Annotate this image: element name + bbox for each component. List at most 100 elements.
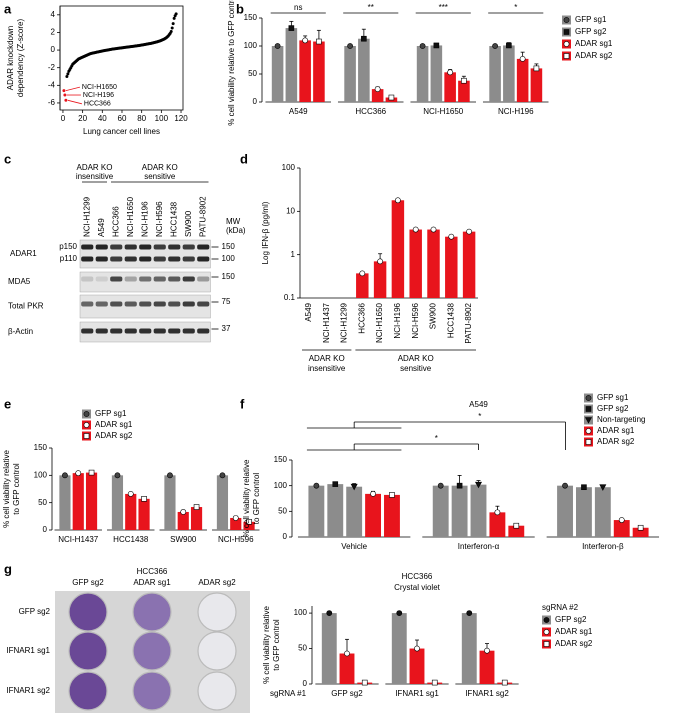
well <box>132 592 172 632</box>
x-tick-label: 80 <box>137 114 146 123</box>
marker <box>114 472 121 479</box>
bar <box>138 498 150 530</box>
annotation: NCI-H1650 <box>82 84 117 91</box>
bar <box>489 46 501 102</box>
marker <box>584 417 593 424</box>
marker <box>543 641 550 647</box>
bar <box>445 236 458 298</box>
marker <box>618 517 625 523</box>
bar <box>530 68 543 102</box>
marker <box>563 53 570 59</box>
annotation: HCC366 <box>84 101 111 108</box>
marker <box>396 610 403 616</box>
well <box>197 592 237 632</box>
mw-title: (kDa) <box>226 226 246 235</box>
well <box>68 592 108 632</box>
band <box>197 276 210 282</box>
marker <box>474 481 483 489</box>
band <box>182 301 195 307</box>
bar <box>451 485 468 537</box>
x-tick-label: HCC366 <box>355 107 386 116</box>
y-tick-label: 2 <box>51 28 56 37</box>
panel-label: g <box>4 561 12 576</box>
mw-label: 100 <box>222 254 236 263</box>
marker <box>581 484 587 491</box>
marker <box>506 42 512 49</box>
row-label: MDA5 <box>8 277 31 286</box>
marker <box>412 226 419 233</box>
lane-label: NCI-H596 <box>155 201 164 237</box>
x-axis-label: sgRNA #1 <box>270 689 307 698</box>
y-tick-label: -4 <box>48 80 56 89</box>
band <box>139 328 152 334</box>
y-axis-label: to GFP control <box>252 473 261 525</box>
marker <box>419 43 426 49</box>
marker <box>332 481 339 487</box>
band <box>95 244 108 250</box>
bar <box>632 527 649 537</box>
significance-label: ns <box>294 3 302 12</box>
bar <box>470 484 487 537</box>
y-tick-label: 0 <box>43 525 48 534</box>
marker <box>219 472 226 479</box>
band <box>139 276 152 282</box>
mw-label: 75 <box>222 297 231 306</box>
band <box>197 301 210 307</box>
y-tick-label: 10 <box>286 206 295 215</box>
bar <box>190 507 203 530</box>
x-tick-label: NCI-H1650 <box>423 107 464 116</box>
marker <box>75 470 82 477</box>
bar <box>321 613 337 684</box>
bar <box>59 475 71 530</box>
marker <box>62 472 68 479</box>
legend-label: GFP sg1 <box>95 409 127 418</box>
legend-label: ADAR sg2 <box>597 437 635 446</box>
x-tick-label: PATU-8902 <box>464 302 473 343</box>
band <box>197 328 210 334</box>
marker <box>562 482 568 489</box>
marker <box>127 491 134 497</box>
lane-label: HCC1438 <box>169 201 178 237</box>
band <box>124 301 137 307</box>
marker <box>433 42 440 49</box>
x-tick-label: NCI-H1299 <box>340 302 349 343</box>
band <box>182 244 195 250</box>
column-label: GFP sg2 <box>72 578 104 587</box>
y-axis-label: % cell viability relative <box>2 450 11 528</box>
marker <box>430 226 437 233</box>
mw-label: 37 <box>222 324 231 333</box>
band <box>110 244 123 250</box>
band <box>81 276 94 282</box>
bar <box>557 485 573 537</box>
bar <box>479 650 495 684</box>
x-tick-label: NCI-H1437 <box>58 535 99 544</box>
marker <box>585 395 592 401</box>
marker <box>288 25 295 31</box>
bar <box>177 511 189 530</box>
marker <box>88 469 95 476</box>
legend-label: ADAR sg1 <box>575 39 613 48</box>
plate-header: HCC366 <box>137 567 168 576</box>
marker <box>347 43 353 49</box>
band <box>182 256 195 262</box>
band <box>153 328 166 334</box>
marker <box>519 55 526 62</box>
marker <box>361 35 367 42</box>
marker <box>193 504 200 510</box>
lane-label: HCC366 <box>111 206 120 237</box>
marker <box>437 482 444 489</box>
point <box>172 16 176 20</box>
bar <box>339 653 355 684</box>
significance-label: * <box>514 3 517 12</box>
y-tick-label: 100 <box>244 41 258 50</box>
marker <box>466 228 472 235</box>
band <box>197 244 210 250</box>
x-tick-label: NCI-H596 <box>218 535 254 544</box>
point <box>63 93 67 97</box>
marker <box>494 509 501 516</box>
marker <box>563 17 570 23</box>
y-tick-label: 150 <box>244 13 258 22</box>
marker <box>167 472 173 479</box>
x-tick-label: NCI-H1650 <box>375 302 384 343</box>
panel-label: a <box>4 1 12 16</box>
